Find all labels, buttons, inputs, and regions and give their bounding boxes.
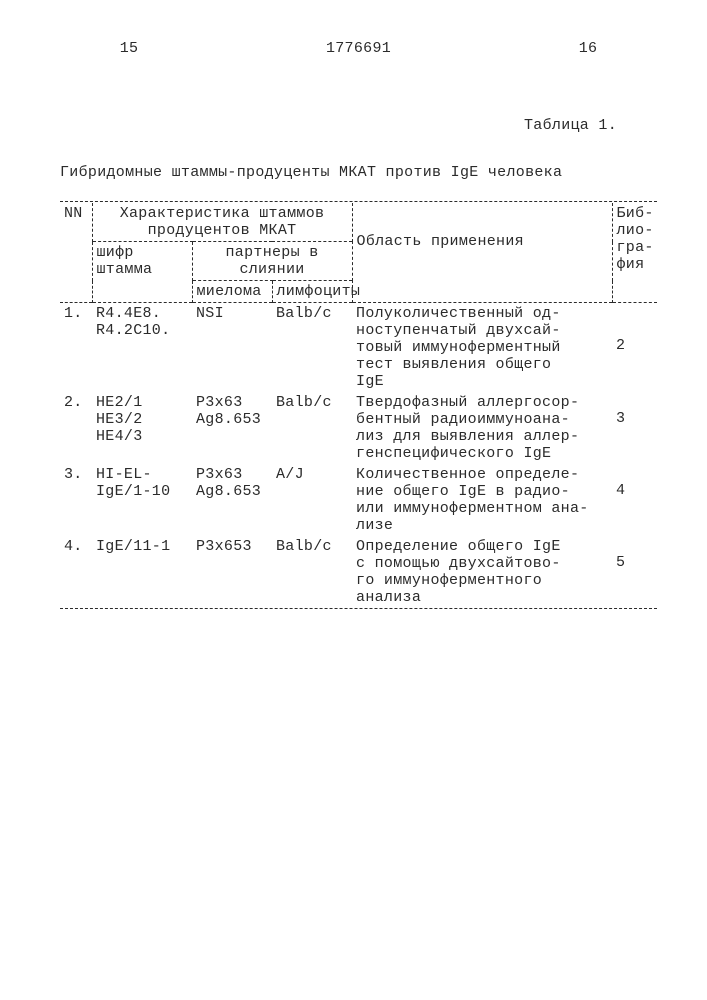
table-row: 1. R4.4E8. R4.2C10. NSI Balb/c Полуколич… [60,303,657,392]
th-bibliography: Биб- лио- гра- фия [612,203,657,303]
cell-lymp: Balb/c [272,536,352,608]
page-num-right: 16 [579,40,598,57]
cell-app: Твердофазный аллергосор- бентный радиоим… [352,392,612,464]
cell-lymp: Balb/c [272,392,352,464]
table-caption: Гибридомные штаммы-продуценты МКАТ проти… [60,164,657,181]
th-partners: партнеры в слиянии [192,242,352,281]
table-label: Таблица 1. [60,117,617,134]
th-nn: NN [60,203,92,303]
doc-number: 1776691 [326,40,391,57]
bottom-rule [60,608,657,610]
cell-bib: 5 [612,536,657,608]
th-myeloma: миелома [192,281,272,303]
page-num-left: 15 [120,40,139,57]
cell-code: HE2/1 HE3/2 HE4/3 [92,392,192,464]
cell-app: Полуколичественный од- ноступенчатый дву… [352,303,612,392]
cell-app: Количественное определе- ние общего IgE … [352,464,612,536]
table-row: 4. IgE/11-1 P3x653 Balb/c Определение об… [60,536,657,608]
table-row: 2. HE2/1 HE3/2 HE4/3 P3x63 Ag8.653 Balb/… [60,392,657,464]
th-strain-code: шифр штамма [92,242,192,303]
cell-myel: P3x63 Ag8.653 [192,392,272,464]
cell-bib: 4 [612,464,657,536]
cell-n: 4. [60,536,92,608]
cell-n: 2. [60,392,92,464]
cell-myel: P3x63 Ag8.653 [192,464,272,536]
th-characteristics: Характеристика штаммов продуцентов МКАТ [92,203,352,242]
cell-myel: P3x653 [192,536,272,608]
cell-n: 3. [60,464,92,536]
cell-bib: 3 [612,392,657,464]
cell-lymp: Balb/c [272,303,352,392]
cell-lymp: A/J [272,464,352,536]
th-application: Область применения [352,203,612,303]
cell-n: 1. [60,303,92,392]
table-row: 3. HI-EL- IgE/1-10 P3x63 Ag8.653 A/J Кол… [60,464,657,536]
cell-code: R4.4E8. R4.2C10. [92,303,192,392]
cell-code: IgE/11-1 [92,536,192,608]
table-header-row: NN Характеристика штаммов продуцентов МК… [60,203,657,242]
cell-bib: 2 [612,303,657,392]
page: 15 1776691 16 Таблица 1. Гибридомные шта… [0,0,707,1000]
cell-myel: NSI [192,303,272,392]
cell-app: Определение общего IgE с помощью двухсай… [352,536,612,608]
th-lymphocytes: лимфоциты [272,281,352,303]
cell-code: HI-EL- IgE/1-10 [92,464,192,536]
strains-table: NN Характеристика штаммов продуцентов МК… [60,203,657,608]
page-header: 15 1776691 16 [120,40,598,57]
